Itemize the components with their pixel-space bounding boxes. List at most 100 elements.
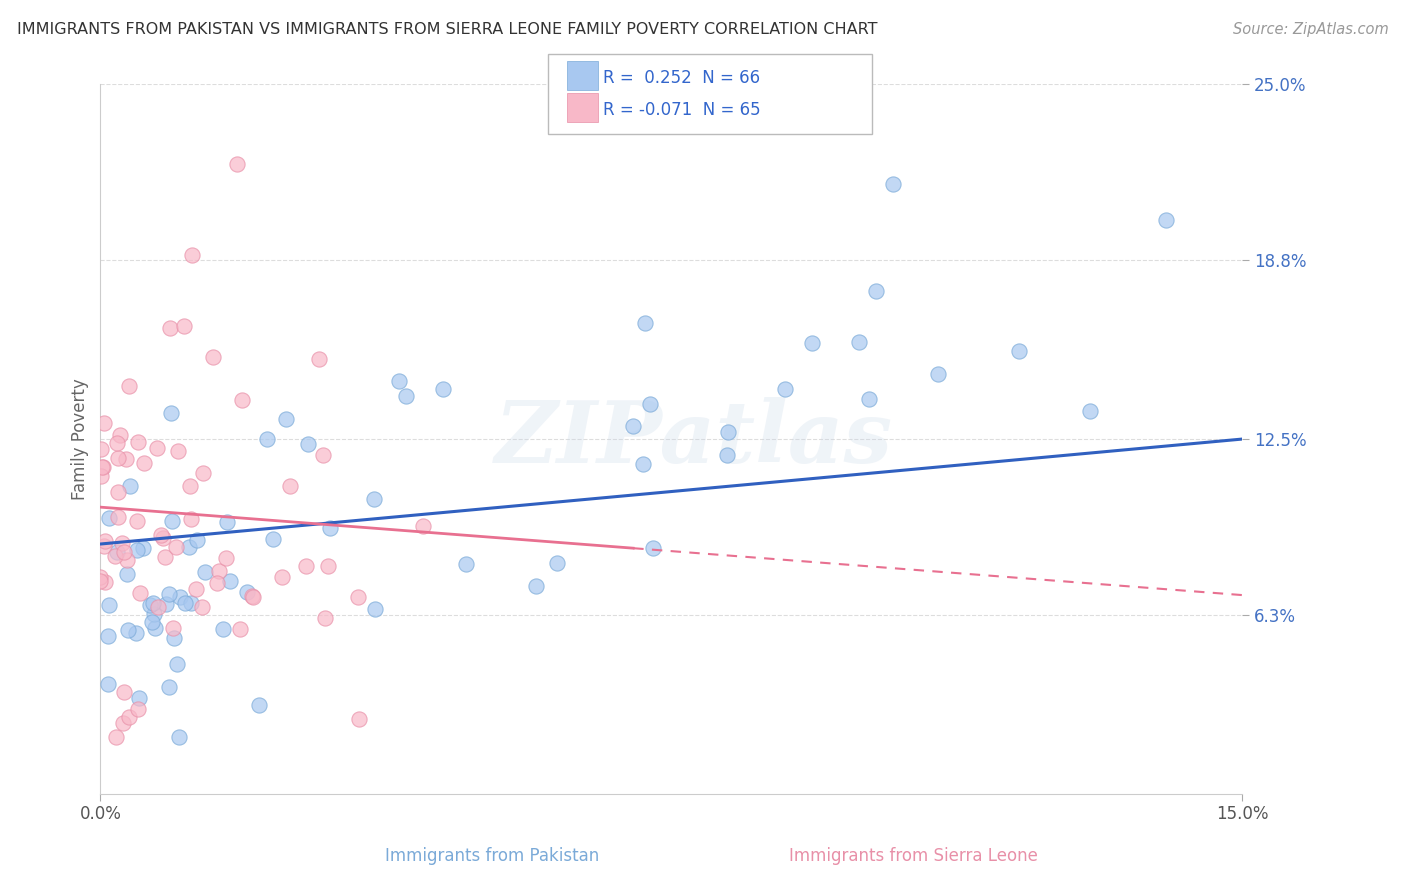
Text: Immigrants from Sierra Leone: Immigrants from Sierra Leone (789, 847, 1039, 864)
Point (165, 540, 187, 554)
Point (364, 601, 387, 615)
Point (93, 539, 115, 553)
Point (115, 566, 138, 581)
Point (388, 374, 411, 388)
Point (90, 468, 112, 483)
Point (107, 509, 129, 524)
Point (97, 676, 120, 690)
Point (97, 511, 120, 525)
Point (270, 570, 292, 584)
Point (231, 392, 253, 407)
Point (159, 406, 181, 420)
Point (98, 598, 121, 612)
Point (219, 574, 242, 588)
Point (142, 596, 165, 610)
Point (149, 528, 172, 542)
Point (117, 553, 139, 567)
Point (111, 535, 134, 549)
Point (127, 434, 149, 449)
Point (858, 392, 880, 407)
Point (295, 558, 318, 573)
Point (229, 622, 252, 636)
Point (104, 549, 127, 563)
Point (91, 460, 114, 475)
Point (107, 435, 129, 450)
Point (1008, 344, 1031, 359)
Point (128, 690, 150, 705)
Point (112, 715, 135, 730)
Point (643, 541, 665, 556)
Point (1154, 213, 1177, 227)
Text: IMMIGRANTS FROM PAKISTAN VS IMMIGRANTS FROM SIERRA LEONE FAMILY POVERTY CORRELAT: IMMIGRANTS FROM PAKISTAN VS IMMIGRANTS F… (17, 22, 877, 37)
Point (848, 335, 870, 350)
Point (226, 157, 249, 171)
Point (262, 532, 284, 546)
Point (184, 582, 207, 597)
Point (800, 336, 823, 351)
Point (311, 448, 333, 462)
Point (524, 579, 547, 593)
Point (166, 657, 188, 671)
Point (146, 441, 169, 455)
Point (97, 628, 120, 642)
Point (129, 586, 152, 600)
Point (146, 600, 169, 615)
Point (157, 680, 180, 694)
Point (211, 622, 233, 636)
Point (127, 542, 149, 557)
Point (297, 437, 319, 451)
Text: Immigrants from Pakistan: Immigrants from Pakistan (385, 847, 599, 864)
Point (118, 379, 141, 393)
Point (104, 730, 127, 744)
Point (180, 247, 202, 261)
Point (316, 558, 339, 573)
Y-axis label: Family Poverty: Family Poverty (72, 378, 89, 500)
Point (194, 566, 217, 580)
Point (631, 458, 654, 472)
Point (363, 492, 385, 507)
Point (112, 685, 135, 699)
Point (256, 432, 278, 446)
Point (412, 519, 434, 533)
Point (155, 550, 177, 565)
Point (115, 452, 138, 467)
Point (107, 451, 129, 466)
Point (127, 701, 149, 715)
Point (180, 596, 202, 610)
Point (717, 425, 740, 439)
Point (202, 351, 225, 365)
Point (865, 285, 887, 299)
Point (432, 382, 454, 396)
Point (108, 428, 131, 442)
Point (208, 565, 231, 579)
Point (633, 316, 655, 330)
Point (882, 177, 904, 191)
Point (173, 318, 195, 333)
Point (162, 621, 184, 635)
Point (89, 574, 111, 589)
Point (143, 621, 166, 635)
Point (112, 545, 135, 559)
Text: R = -0.071  N = 65: R = -0.071 N = 65 (603, 101, 761, 119)
Point (157, 587, 180, 601)
Point (125, 626, 148, 640)
Text: ZIPatlas: ZIPatlas (495, 397, 893, 481)
Point (1078, 403, 1101, 417)
Point (314, 611, 336, 625)
Point (179, 479, 201, 493)
Point (278, 479, 301, 493)
Point (621, 418, 644, 433)
Point (94, 575, 117, 590)
Point (142, 607, 165, 621)
Point (242, 590, 264, 604)
Point (186, 533, 208, 547)
Point (169, 590, 191, 604)
Point (546, 557, 568, 571)
Point (319, 521, 342, 535)
Point (177, 540, 200, 554)
Point (152, 531, 174, 545)
Point (205, 576, 228, 591)
Point (927, 368, 949, 382)
Point (93, 534, 115, 549)
Point (167, 444, 190, 458)
